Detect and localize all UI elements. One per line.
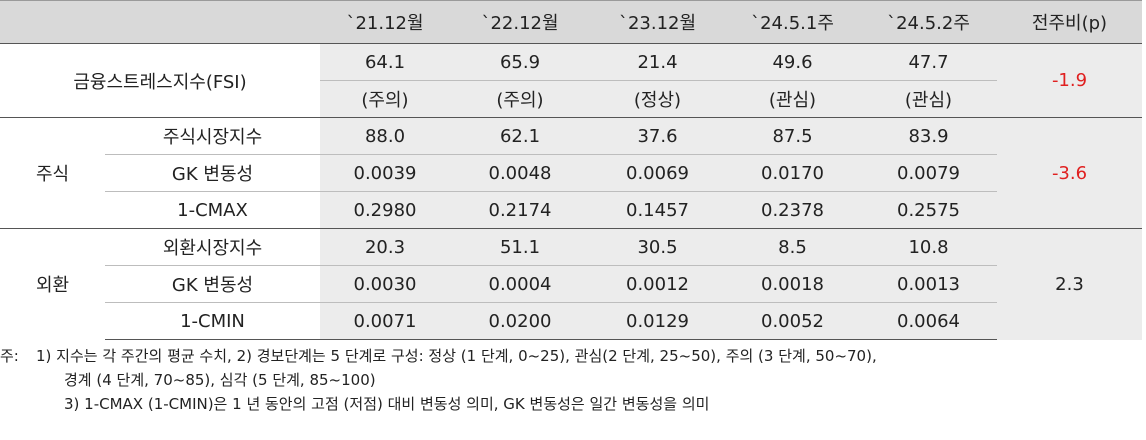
header-row: `21.12월 `22.12월 `23.12월 `24.5.1주 `24.5.2…: [0, 0, 1142, 44]
fx-cell: 0.0064: [860, 302, 997, 340]
fsi-status: (관심): [725, 80, 860, 118]
header-col-2021-12: `21.12월: [320, 0, 450, 44]
fx-section-label: 외환: [0, 228, 105, 340]
stock-row-label: 주식시장지수: [105, 117, 320, 155]
header-col-change: 전주비(p): [997, 0, 1142, 44]
fx-cell: 0.0200: [450, 302, 590, 340]
fx-cell: 30.5: [590, 228, 725, 266]
fsi-table: `21.12월 `22.12월 `23.12월 `24.5.1주 `24.5.2…: [0, 0, 1142, 340]
fx-cell: 51.1: [450, 228, 590, 266]
footnote-line: 3) 1-CMAX (1-CMIN)은 1 년 동안의 고점 (저점) 대비 변…: [36, 392, 877, 416]
stock-cell: 0.1457: [590, 191, 725, 229]
footnote-line: 주: 1) 지수는 각 주간의 평균 수치, 2) 경보단계는 5 단계로 구성:…: [0, 344, 877, 368]
stock-cell: 88.0: [320, 117, 450, 155]
fsi-value: 65.9: [450, 43, 590, 81]
fx-cell: 0.0004: [450, 265, 590, 303]
fx-change: 2.3: [997, 228, 1142, 340]
stock-cell: 0.2174: [450, 191, 590, 229]
stock-cell: 0.0069: [590, 154, 725, 192]
footnote-text: 3) 1-CMAX (1-CMIN)은 1 년 동안의 고점 (저점) 대비 변…: [64, 395, 710, 413]
fx-row: 1-CMIN 0.0071 0.0200 0.0129 0.0052 0.006…: [0, 302, 1142, 340]
fx-cell: 0.0129: [590, 302, 725, 340]
fx-cell: 0.0030: [320, 265, 450, 303]
fsi-value: 49.6: [725, 43, 860, 81]
stock-cell: 0.2575: [860, 191, 997, 229]
header-col-2022-12: `22.12월: [450, 0, 590, 44]
header-blank: [0, 0, 320, 44]
fsi-status: (주의): [450, 80, 590, 118]
fx-cell: 0.0052: [725, 302, 860, 340]
fsi-value-row: 금융스트레스지수(FSI) 64.1 65.9 21.4 49.6 47.7 -…: [0, 43, 1142, 118]
header-col-2023-12: `23.12월: [590, 0, 725, 44]
fx-cell: 0.0071: [320, 302, 450, 340]
footnote-prefix: 주:: [0, 347, 19, 365]
fsi-label: 금융스트레스지수(FSI): [0, 43, 320, 118]
fx-row: GK 변동성 0.0030 0.0004 0.0012 0.0018 0.001…: [0, 265, 1142, 303]
header-col-2024-5-2w: `24.5.2주: [860, 0, 997, 44]
fx-cell: 8.5: [725, 228, 860, 266]
stock-cell: 0.0048: [450, 154, 590, 192]
fsi-status-row: (주의) (주의) (정상) (관심) (관심): [0, 80, 1142, 118]
stock-row: 주식 주식시장지수 88.0 62.1 37.6 87.5 83.9 -3.6: [0, 117, 1142, 229]
footnote-text: 경계 (4 단계, 70~85), 심각 (5 단계, 85~100): [64, 371, 376, 389]
fx-cell: 0.0012: [590, 265, 725, 303]
stock-cell: 62.1: [450, 117, 590, 155]
fsi-status: (관심): [860, 80, 997, 118]
stock-cell: 0.0079: [860, 154, 997, 192]
footnote-line: 경계 (4 단계, 70~85), 심각 (5 단계, 85~100): [36, 368, 877, 392]
stock-cell: 83.9: [860, 117, 997, 155]
stock-cell: 87.5: [725, 117, 860, 155]
fsi-value: 64.1: [320, 43, 450, 81]
stock-change: -3.6: [997, 117, 1142, 229]
footnote-text: 1) 지수는 각 주간의 평균 수치, 2) 경보단계는 5 단계로 구성: 정…: [36, 347, 877, 365]
fsi-value: 47.7: [860, 43, 997, 81]
stock-cell: 0.0170: [725, 154, 860, 192]
stock-cell: 0.2378: [725, 191, 860, 229]
fx-cell: 20.3: [320, 228, 450, 266]
stock-cell: 0.2980: [320, 191, 450, 229]
stock-cell: 0.0039: [320, 154, 450, 192]
fx-cell: 0.0013: [860, 265, 997, 303]
stock-cell: 37.6: [590, 117, 725, 155]
footnotes: 주: 1) 지수는 각 주간의 평균 수치, 2) 경보단계는 5 단계로 구성:…: [0, 344, 877, 416]
stock-section-label: 주식: [0, 117, 105, 229]
fx-cell: 10.8: [860, 228, 997, 266]
fx-row: 외환 외환시장지수 20.3 51.1 30.5 8.5 10.8 2.3: [0, 228, 1142, 340]
fx-row-label: 외환시장지수: [105, 228, 320, 266]
stock-row-label: 1-CMAX: [105, 191, 320, 229]
fsi-value: 21.4: [590, 43, 725, 81]
fx-cell: 0.0018: [725, 265, 860, 303]
stock-row-label: GK 변동성: [105, 154, 320, 192]
fx-row-label: GK 변동성: [105, 265, 320, 303]
fsi-status: (주의): [320, 80, 450, 118]
fsi-change: -1.9: [997, 43, 1142, 118]
stock-row: GK 변동성 0.0039 0.0048 0.0069 0.0170 0.007…: [0, 154, 1142, 192]
stock-row: 1-CMAX 0.2980 0.2174 0.1457 0.2378 0.257…: [0, 191, 1142, 229]
fx-row-label: 1-CMIN: [105, 302, 320, 340]
fsi-status: (정상): [590, 80, 725, 118]
header-col-2024-5-1w: `24.5.1주: [725, 0, 860, 44]
